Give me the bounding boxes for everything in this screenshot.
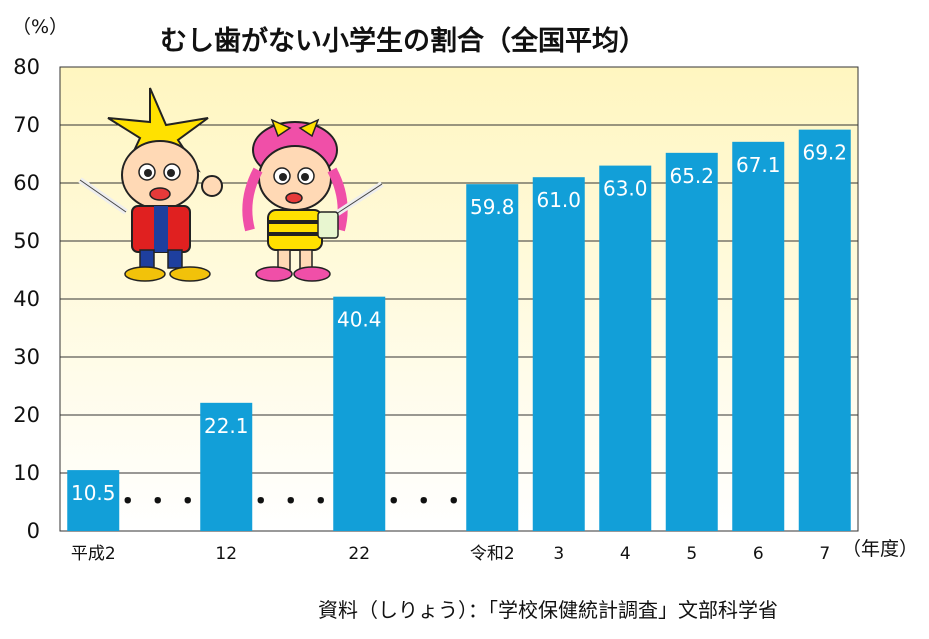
gap-markers: ・・・ ・・・ ・・・	[115, 487, 471, 517]
y-axis-unit: （%）	[12, 16, 68, 38]
bar-value-label: 61.0	[536, 188, 581, 212]
y-tick-label: 60	[13, 171, 40, 195]
bar-value-label: 63.0	[603, 177, 648, 201]
chart-title: むし歯がない小学生の割合（全国平均）	[160, 25, 646, 57]
x-axis-ticks: 平成2 12 22 令和2 3 4 5 6 7	[71, 544, 830, 564]
bar-value-labels: 10.5 22.1 40.4 59.8 61.0 63.0 65.2 67.1 69.2	[71, 141, 847, 505]
y-tick-label: 20	[13, 403, 40, 427]
bar	[732, 141, 785, 531]
bar-value-label: 40.4	[337, 308, 382, 332]
bar	[665, 152, 718, 531]
y-tick-label: 70	[13, 113, 40, 137]
x-tick-label: 12	[215, 544, 237, 564]
bar-value-label: 65.2	[669, 164, 714, 188]
gap-marker: ・・・	[115, 487, 205, 517]
gap-marker: ・・・	[248, 487, 338, 517]
y-tick-label: 50	[13, 229, 40, 253]
x-tick-label: 6	[753, 544, 764, 564]
x-tick-label: 令和2	[470, 544, 515, 564]
bar-value-label: 59.8	[470, 195, 515, 219]
x-tick-label: 平成2	[71, 544, 116, 564]
bar-value-label: 22.1	[204, 414, 249, 438]
bar	[67, 470, 120, 531]
girl-mascot-illustration	[242, 118, 384, 282]
y-tick-label: 80	[13, 55, 40, 79]
bar-value-label: 10.5	[71, 481, 116, 505]
bar-value-label: 69.2	[802, 141, 847, 165]
x-tick-label: 7	[819, 544, 830, 564]
bar-value-label: 67.1	[736, 153, 781, 177]
x-tick-label: 3	[553, 544, 564, 564]
y-tick-label: 0	[27, 519, 40, 543]
bars	[67, 129, 851, 531]
source-note: 資料（しりょう）：「学校保健統計調査」文部科学省	[318, 598, 778, 622]
x-tick-label: 4	[620, 544, 631, 564]
y-tick-label: 30	[13, 345, 40, 369]
gap-marker: ・・・	[381, 487, 471, 517]
bar	[532, 177, 585, 531]
gridlines	[60, 124, 858, 474]
x-axis-unit: （年度）	[842, 538, 918, 560]
y-tick-label: 10	[13, 461, 40, 485]
y-axis-ticks: 0 10 20 30 40 50 60 70 80	[13, 55, 40, 543]
x-tick-label: 22	[348, 544, 370, 564]
y-tick-label: 40	[13, 287, 40, 311]
bar	[200, 402, 253, 531]
boy-mascot-illustration	[78, 87, 223, 282]
bar	[798, 129, 851, 531]
x-tick-label: 5	[686, 544, 697, 564]
bar	[466, 184, 519, 531]
bar	[333, 296, 386, 531]
bar	[599, 165, 652, 531]
